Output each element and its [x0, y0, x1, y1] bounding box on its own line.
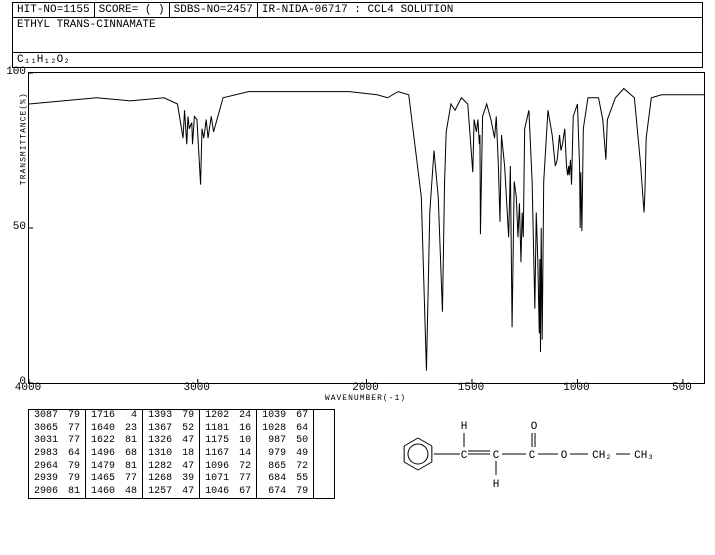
svg-text:CH₃: CH₃ — [634, 450, 654, 462]
header-bar: HIT-NO=1155 SCORE= ( ) SDBS-NO=2457 IR-N… — [12, 2, 703, 18]
x-axis-label: WAVENUMBER(-1) — [28, 394, 703, 403]
y-tick-label: 100 — [4, 66, 26, 78]
table-row: 30877917164139379120224103967 — [29, 410, 335, 423]
table-row: 29068114604812574710466767479 — [29, 485, 335, 498]
x-tick-label: 1500 — [458, 382, 484, 394]
svg-text:CH₂: CH₂ — [592, 450, 612, 462]
svg-text:C: C — [461, 450, 468, 462]
x-tick-label: 500 — [672, 382, 692, 394]
svg-text:C: C — [493, 450, 500, 462]
x-tick-label: 4000 — [15, 382, 41, 394]
x-tick-label: 3000 — [184, 382, 210, 394]
x-tick-label: 1000 — [563, 382, 589, 394]
x-tick-label: 2000 — [352, 382, 378, 394]
svg-text:O: O — [531, 421, 538, 433]
peak-table: 3087791716413937912022410396730657716402… — [28, 409, 335, 499]
score: SCORE= ( ) — [95, 3, 170, 17]
molecular-formula: C₁₁H₁₂O₂ — [12, 53, 703, 68]
ir-info: IR-NIDA-06717 : CCL4 SOLUTION — [258, 3, 702, 17]
svg-text:O: O — [561, 450, 568, 462]
structure-diagram: C C C O O CH₂ CH₃ H H — [343, 409, 703, 499]
table-row: 29836414966813101811671497949 — [29, 448, 335, 461]
table-row: 29647914798112824710967286572 — [29, 460, 335, 473]
y-tick-label: 50 — [4, 221, 26, 233]
spectrum-chart: TRANSMITTANCE(%) 050100 — [28, 72, 703, 382]
x-axis-ticks: 40003000200015001000500 — [28, 382, 703, 394]
table-row: 29397914657712683910717768455 — [29, 473, 335, 486]
svg-text:H: H — [461, 421, 468, 433]
hit-no: HIT-NO=1155 — [13, 3, 95, 17]
compound-title: ETHYL TRANS-CINNAMATE — [12, 18, 703, 53]
table-row: 306577164023136752118116102864 — [29, 423, 335, 436]
svg-text:C: C — [529, 450, 536, 462]
svg-text:H: H — [493, 479, 500, 491]
table-row: 30317716228113264711751098750 — [29, 435, 335, 448]
sdbs-no: SDBS-NO=2457 — [170, 3, 258, 17]
